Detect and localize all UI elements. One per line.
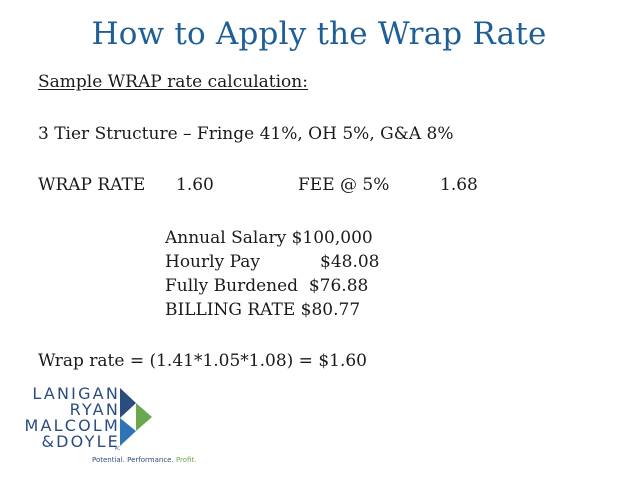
logo-tagline: Potential. Performance. Profit. [92,456,196,464]
wrap-rate-formula: Wrap rate = (1.41*1.05*1.08) = $1.60 [38,351,368,371]
logo-word-malcolm: MALCOLM [24,416,120,435]
logo-tagline-accent: Profit. [175,456,197,464]
company-logo: LANIGAN RYAN MALCOLM &DOYLE PC Potential… [12,386,262,476]
logo-chevron-icon [120,388,152,446]
annual-salary-line: Annual Salary $100,000 [165,228,373,248]
wrap-rate-value: 1.60 [176,175,214,195]
hourly-pay-label: Hourly Pay [165,252,260,272]
billing-rate-line: BILLING RATE $80.77 [165,300,361,320]
fully-burdened-line: Fully Burdened $76.88 [165,276,369,296]
logo-word-lanigan: LANIGAN [32,384,120,403]
logo-pc: PC [114,446,120,451]
wrap-rate-label: WRAP RATE [38,175,146,195]
calculation-subtitle: Sample WRAP rate calculation: [38,72,308,92]
fee-label: FEE @ 5% [298,175,390,195]
logo-word-ryan: RYAN [69,400,120,419]
slide-title: How to Apply the Wrap Rate [91,16,547,52]
fee-value: 1.68 [440,175,478,195]
hourly-pay-value: $48.08 [320,252,380,272]
logo-tagline-main: Potential. Performance. [92,456,174,464]
logo-word-doyle: &DOYLE [41,432,120,451]
logo-wordmark: LANIGAN RYAN MALCOLM &DOYLE [12,386,120,450]
tier-structure-line: 3 Tier Structure – Fringe 41%, OH 5%, G&… [38,124,454,144]
